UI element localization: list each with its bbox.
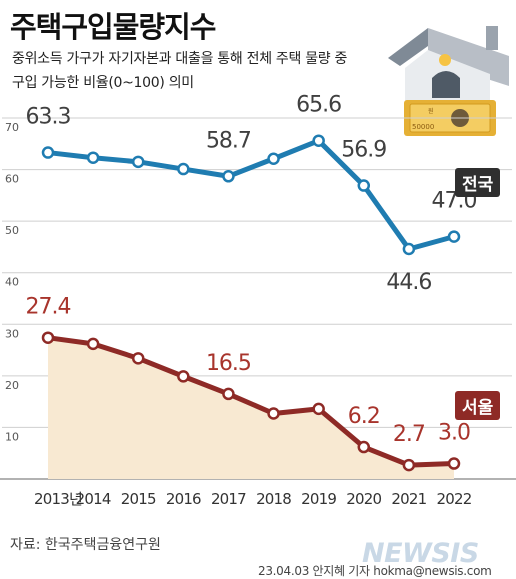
x-tick-label: 2022 xyxy=(437,490,472,508)
national-data-point xyxy=(41,146,55,159)
x-tick-label: 2015 xyxy=(121,490,156,508)
data-label: 65.6 xyxy=(296,93,341,118)
house-roof-left xyxy=(388,28,428,66)
house-money-illustration: 50000 원 xyxy=(388,26,509,136)
national-data-point xyxy=(222,170,235,183)
x-tick-label: 2013년 xyxy=(34,490,82,508)
source-note: 자료: 한국주택금융연구원 xyxy=(10,537,161,553)
national-data-point xyxy=(402,242,416,256)
credit-note: 23.04.03 안지혜 기자 hokma@newsis.com xyxy=(258,564,492,578)
house-roof-right xyxy=(428,28,509,86)
data-label: 16.5 xyxy=(206,351,251,376)
data-label: 6.2 xyxy=(348,404,380,429)
x-tick-label: 2017 xyxy=(211,490,246,508)
seoul-data-point xyxy=(447,457,461,470)
banknote-mark: 원 xyxy=(428,107,434,115)
national-data-point xyxy=(267,152,280,165)
house-door xyxy=(432,71,460,98)
seoul-data-point xyxy=(357,440,371,454)
newsis-watermark: NEWSIS xyxy=(362,538,479,569)
series-label-seoul: 서울 xyxy=(455,391,501,420)
seoul-series-line xyxy=(47,335,455,468)
house-chimney xyxy=(486,26,498,50)
national-data-point xyxy=(177,162,190,176)
seoul-data-point xyxy=(177,370,190,383)
seoul-data-point xyxy=(267,407,280,420)
seoul-data-point xyxy=(402,458,416,472)
seoul-area-fill xyxy=(48,337,454,479)
y-tick-label: 60 xyxy=(5,173,19,186)
x-tick-label: 2018 xyxy=(256,490,291,508)
data-label: 3.0 xyxy=(438,421,470,446)
data-label: 63.3 xyxy=(26,105,71,130)
x-tick-label: 2016 xyxy=(166,490,201,508)
series-label-national: 전국 xyxy=(455,168,501,197)
seoul-data-point xyxy=(222,387,235,401)
data-label: 44.6 xyxy=(386,270,431,295)
seoul-data-point xyxy=(131,352,145,365)
y-tick-label: 20 xyxy=(5,379,19,392)
y-axis-ticks: 10 20 30 40 50 60 70 xyxy=(5,121,19,443)
y-tick-label: 50 xyxy=(5,224,19,237)
x-tick-label: 2014 xyxy=(76,490,111,508)
y-tick-label: 30 xyxy=(5,327,19,340)
national-data-point xyxy=(86,151,100,164)
chart-title: 주택구입물량지수 xyxy=(10,10,216,44)
national-data-point xyxy=(447,230,461,243)
y-tick-label: 70 xyxy=(5,121,19,134)
chart-subtitle-line-1: 중위소득 가구가 자기자본과 대출을 통해 전체 주택 물량 중 xyxy=(12,51,348,67)
x-tick-label: 2021 xyxy=(391,490,426,508)
banknote-value: 50000 xyxy=(412,123,434,131)
national-data-point xyxy=(131,155,145,169)
y-tick-label: 40 xyxy=(5,276,19,289)
lamp-icon xyxy=(439,54,451,66)
data-label: 58.7 xyxy=(206,128,251,153)
series-lines xyxy=(47,138,455,468)
seoul-data-point xyxy=(86,337,100,351)
seoul-data-point xyxy=(312,402,325,416)
data-label: 27.4 xyxy=(26,295,71,320)
data-label: 2.7 xyxy=(393,422,425,447)
seoul-data-point xyxy=(41,331,55,344)
national-data-point xyxy=(312,134,325,147)
data-label: 56.9 xyxy=(341,138,386,163)
series-points xyxy=(41,134,461,472)
seoul-area xyxy=(48,337,454,479)
chart-subtitle-line-2: 구입 가능한 비율(0~100) 의미 xyxy=(12,75,194,91)
national-series-line xyxy=(47,138,455,252)
national-data-point xyxy=(357,179,371,192)
x-tick-label: 2020 xyxy=(346,490,381,508)
x-tick-label: 2019 xyxy=(301,490,336,508)
y-tick-label: 10 xyxy=(5,430,19,443)
